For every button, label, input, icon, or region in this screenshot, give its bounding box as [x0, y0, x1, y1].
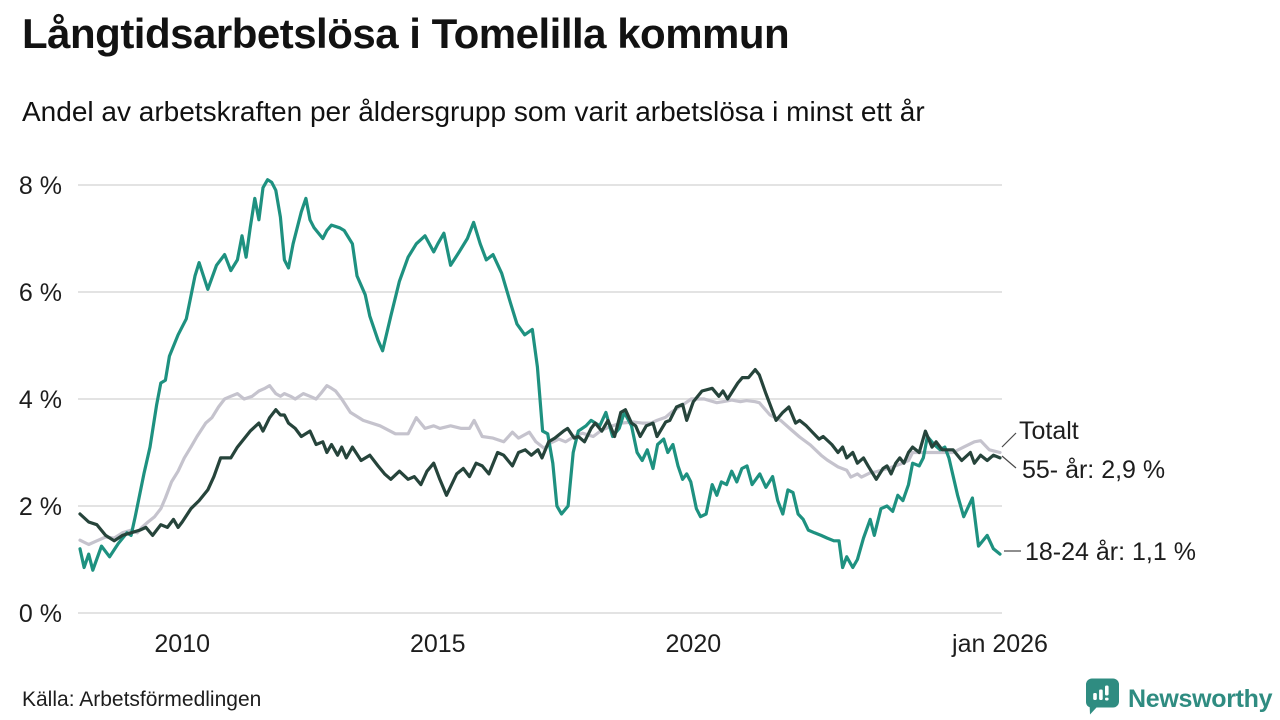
x-tick-label: 2010: [154, 630, 210, 658]
y-tick-label: 2 %: [19, 493, 62, 521]
series-end-label-55: 55- år: 2,9 %: [1022, 456, 1166, 484]
y-tick-label: 8 %: [19, 172, 62, 200]
y-tick-label: 0 %: [19, 600, 62, 628]
page-subtitle: Andel av arbetskraften per åldersgrupp s…: [22, 96, 925, 127]
x-tick-label: jan 2026: [951, 630, 1048, 658]
leader-line: [1001, 455, 1017, 469]
newsworthy-logo-icon: [1085, 678, 1120, 720]
series-line-55-r: [78, 368, 1002, 543]
y-tick-label: 6 %: [19, 279, 62, 307]
series-end-label-totalt: Totalt: [1019, 417, 1079, 445]
x-tick-label: 2015: [410, 630, 466, 658]
series-line-totalt: [78, 384, 1002, 547]
series-line-18-24-r: [78, 178, 1002, 572]
series-end-label-18-24: 18-24 år: 1,1 %: [1025, 538, 1196, 566]
leader-line: [1001, 432, 1017, 448]
page-title: Långtidsarbetslösa i Tomelilla kommun: [22, 10, 790, 57]
brand-wordmark: Newsworthy: [1128, 684, 1273, 713]
y-tick-label: 4 %: [19, 386, 62, 414]
brand-lockup: Newsworthy: [1085, 678, 1273, 720]
source-note: Källa: Arbetsförmedlingen: [22, 688, 262, 711]
x-tick-label: 2020: [666, 630, 722, 658]
